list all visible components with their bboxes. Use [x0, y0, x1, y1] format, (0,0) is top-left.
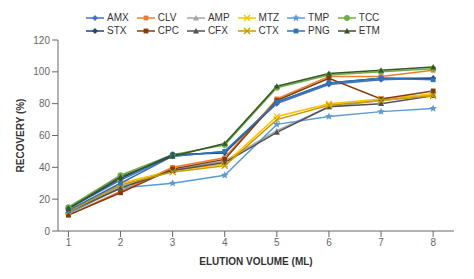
html-text:STX: STX	[107, 25, 127, 36]
svg-text:0: 0	[44, 226, 50, 237]
html-text:ETM: ETM	[358, 25, 380, 36]
svg-text:2: 2	[118, 237, 124, 248]
svg-text:80: 80	[39, 98, 51, 109]
html-text:MTZ: MTZ	[258, 12, 280, 23]
html-text:PNG: PNG	[308, 25, 330, 36]
svg-text:6: 6	[326, 237, 332, 248]
svg-text:1: 1	[66, 237, 72, 248]
html-text:TCC: TCC	[358, 12, 380, 23]
svg-text:60: 60	[39, 130, 51, 141]
svg-text:8: 8	[430, 237, 436, 248]
svg-text:RECOVERY (%): RECOVERY (%)	[15, 99, 26, 173]
svg-text:100: 100	[33, 66, 50, 77]
svg-text:4: 4	[222, 237, 228, 248]
svg-text:20: 20	[39, 194, 51, 205]
svg-text:120: 120	[33, 35, 50, 46]
svg-text:7: 7	[378, 237, 384, 248]
html-text:AMX: AMX	[107, 12, 129, 23]
svg-text:5: 5	[274, 237, 280, 248]
svg-text:ELUTION VOLUME (ML): ELUTION VOLUME (ML)	[199, 256, 312, 267]
html-text:CLV: CLV	[157, 12, 177, 23]
svg-text:3: 3	[170, 237, 176, 248]
svg-text:40: 40	[39, 162, 51, 173]
html-text:TMP: TMP	[308, 12, 330, 23]
html-text:CPC: CPC	[157, 25, 179, 36]
html-text:AMP: AMP	[207, 12, 230, 23]
html-text:CTX: CTX	[258, 25, 279, 36]
html-text:CFX: CFX	[207, 25, 228, 36]
